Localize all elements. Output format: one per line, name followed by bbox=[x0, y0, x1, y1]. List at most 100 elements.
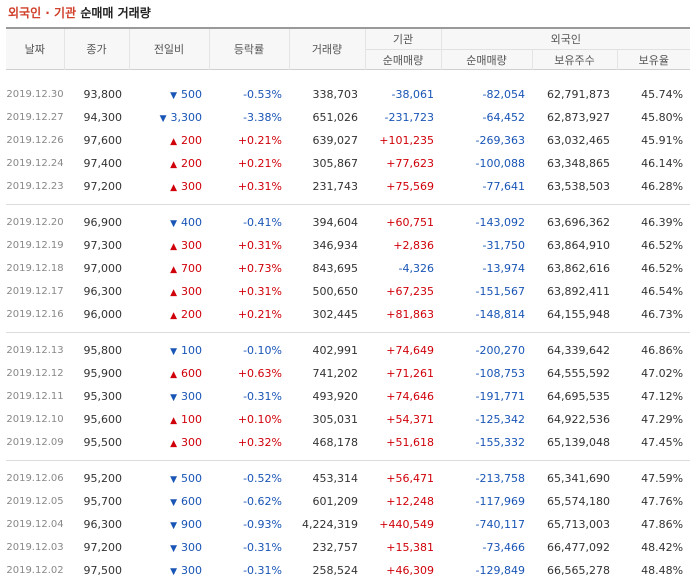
rate-cell: -0.31% bbox=[243, 390, 282, 403]
header-foreign: 외국인 bbox=[440, 27, 691, 50]
change-cell: ▲ 300 bbox=[129, 431, 209, 454]
date-cell: 2019.12.19 bbox=[6, 240, 64, 251]
change-cell: ▼ 400 bbox=[129, 211, 209, 234]
rate-cell: +0.32% bbox=[237, 436, 282, 449]
triangle-up-icon: ▲ bbox=[170, 288, 177, 298]
holdings-cell: 65,139,048 bbox=[547, 436, 610, 449]
close-cell: 95,600 bbox=[83, 413, 123, 426]
header-date: 날짜 bbox=[6, 27, 64, 70]
volume-cell: 232,757 bbox=[312, 541, 359, 554]
rate-cell: -0.31% bbox=[243, 541, 282, 554]
triangle-down-icon: ▼ bbox=[170, 521, 177, 531]
divider-cell bbox=[6, 326, 691, 333]
close-cell: 97,500 bbox=[83, 564, 123, 577]
change-cell: ▼ 600 bbox=[129, 490, 209, 513]
change-value: 200 bbox=[181, 134, 202, 147]
inst-net-cell: +51,618 bbox=[386, 436, 434, 449]
triangle-up-icon: ▲ bbox=[170, 416, 177, 426]
close-cell: 95,500 bbox=[83, 436, 123, 449]
table-row: 2019.12.13 95,800 ▼ 100 -0.10% 402,991 +74,649… bbox=[6, 339, 690, 362]
foreign-net-cell: -82,054 bbox=[482, 88, 525, 101]
inst-net-cell: -38,061 bbox=[391, 88, 434, 101]
triangle-up-icon: ▲ bbox=[170, 183, 177, 193]
volume-cell: 493,920 bbox=[312, 390, 359, 403]
table-row: 2019.12.03 97,200 ▼ 300 -0.31% 232,757 +15,381… bbox=[6, 536, 690, 559]
rate-cell: -0.31% bbox=[243, 564, 282, 577]
rate-cell: +0.31% bbox=[237, 180, 282, 193]
change-value: 500 bbox=[181, 88, 202, 101]
holdings-cell: 64,922,536 bbox=[547, 413, 610, 426]
date-cell: 2019.12.11 bbox=[6, 391, 64, 402]
close-cell: 95,200 bbox=[83, 472, 123, 485]
holdings-cell: 63,862,616 bbox=[547, 262, 610, 275]
volume-cell: 402,991 bbox=[312, 344, 359, 357]
volume-cell: 258,524 bbox=[312, 564, 359, 577]
inst-net-cell: +75,569 bbox=[386, 180, 434, 193]
triangle-down-icon: ▼ bbox=[170, 475, 177, 485]
table-row: 2019.12.16 96,000 ▲ 200 +0.21% 302,445 +81,863… bbox=[6, 303, 690, 326]
triangle-up-icon: ▲ bbox=[170, 265, 177, 275]
date-cell: 2019.12.06 bbox=[6, 473, 64, 484]
change-cell: ▲ 600 bbox=[129, 362, 209, 385]
date-cell: 2019.12.17 bbox=[6, 286, 64, 297]
divider-cell bbox=[6, 454, 691, 461]
ratio-cell: 47.76% bbox=[641, 495, 684, 508]
table-row: 2019.12.02 97,500 ▼ 300 -0.31% 258,524 +46,309… bbox=[6, 559, 690, 582]
change-value: 300 bbox=[181, 390, 202, 403]
title-accent: 외국인 · 기관 bbox=[8, 6, 77, 20]
rate-cell: +0.31% bbox=[237, 285, 282, 298]
close-cell: 96,000 bbox=[83, 308, 123, 321]
close-cell: 95,800 bbox=[83, 344, 123, 357]
inst-net-cell: +101,235 bbox=[379, 134, 434, 147]
triangle-down-icon: ▼ bbox=[170, 567, 177, 577]
triangle-up-icon: ▲ bbox=[170, 439, 177, 449]
table-row: 2019.12.09 95,500 ▲ 300 +0.32% 468,178 +51,618… bbox=[6, 431, 690, 454]
foreign-net-cell: -100,088 bbox=[475, 157, 525, 170]
change-value: 600 bbox=[181, 495, 202, 508]
title-rest: 순매매 거래량 bbox=[80, 6, 151, 20]
change-value: 200 bbox=[181, 157, 202, 170]
date-cell: 2019.12.27 bbox=[6, 112, 64, 123]
ratio-cell: 45.74% bbox=[641, 88, 684, 101]
table-row: 2019.12.23 97,200 ▲ 300 +0.31% 231,743 +75,569… bbox=[6, 175, 690, 198]
triangle-down-icon: ▼ bbox=[170, 498, 177, 508]
change-cell: ▼ 300 bbox=[129, 559, 209, 582]
close-cell: 97,300 bbox=[83, 239, 123, 252]
holdings-cell: 64,155,948 bbox=[547, 308, 610, 321]
holdings-cell: 63,348,865 bbox=[547, 157, 610, 170]
foreign-net-cell: -191,771 bbox=[475, 390, 525, 403]
volume-cell: 741,202 bbox=[312, 367, 359, 380]
close-cell: 95,300 bbox=[83, 390, 123, 403]
volume-cell: 453,314 bbox=[312, 472, 359, 485]
table-row: 2019.12.18 97,000 ▲ 700 +0.73% 843,695 -4,326 -… bbox=[6, 257, 690, 280]
ratio-cell: 47.12% bbox=[641, 390, 684, 403]
foreign-net-cell: -13,974 bbox=[482, 262, 525, 275]
header-change: 전일비 bbox=[128, 27, 209, 70]
inst-net-cell: +12,248 bbox=[386, 495, 434, 508]
rate-cell: +0.73% bbox=[237, 262, 282, 275]
inst-net-cell: +77,623 bbox=[386, 157, 434, 170]
change-cell: ▲ 100 bbox=[129, 408, 209, 431]
header-inst-net: 순매매량 bbox=[364, 49, 441, 70]
change-value: 100 bbox=[181, 344, 202, 357]
foreign-net-cell: -148,814 bbox=[475, 308, 525, 321]
foreign-net-cell: -269,363 bbox=[475, 134, 525, 147]
group-divider bbox=[6, 454, 691, 461]
header-foreign-net: 순매매량 bbox=[440, 49, 532, 70]
date-cell: 2019.12.24 bbox=[6, 158, 64, 169]
rate-cell: +0.21% bbox=[237, 157, 282, 170]
holdings-cell: 63,032,465 bbox=[547, 134, 610, 147]
ratio-cell: 47.59% bbox=[641, 472, 684, 485]
close-cell: 97,000 bbox=[83, 262, 123, 275]
close-cell: 96,300 bbox=[83, 518, 123, 531]
ratio-cell: 46.52% bbox=[641, 262, 684, 275]
table-row: 2019.12.19 97,300 ▲ 300 +0.31% 346,934 +2,836 -… bbox=[6, 234, 690, 257]
inst-net-cell: +2,836 bbox=[393, 239, 434, 252]
ratio-cell: 46.73% bbox=[641, 308, 684, 321]
change-cell: ▲ 200 bbox=[129, 129, 209, 152]
triangle-up-icon: ▲ bbox=[170, 311, 177, 321]
close-cell: 95,900 bbox=[83, 367, 123, 380]
divider-cell bbox=[6, 198, 691, 205]
inst-net-cell: +81,863 bbox=[386, 308, 434, 321]
date-cell: 2019.12.05 bbox=[6, 496, 64, 507]
